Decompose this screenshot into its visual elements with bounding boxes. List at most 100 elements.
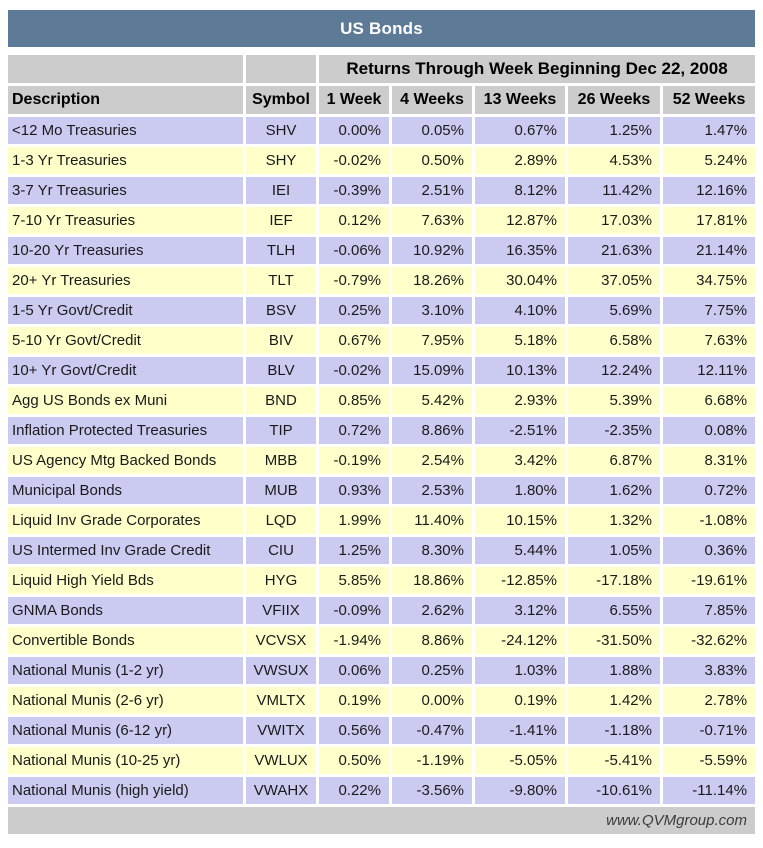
return-value-cell: -5.05%	[475, 747, 565, 774]
return-value-cell: 5.18%	[475, 327, 565, 354]
symbol-cell: LQD	[246, 507, 316, 534]
return-value-cell: 18.26%	[392, 267, 472, 294]
symbol-cell: VFIIX	[246, 597, 316, 624]
return-value-cell: -0.02%	[319, 357, 389, 384]
return-value-cell: 1.99%	[319, 507, 389, 534]
symbol-cell: BLV	[246, 357, 316, 384]
return-value-cell: 37.05%	[568, 267, 660, 294]
return-value-cell: 10.13%	[475, 357, 565, 384]
symbol-cell: TLT	[246, 267, 316, 294]
description-cell: 1-5 Yr Govt/Credit	[8, 297, 243, 324]
return-value-cell: 0.19%	[319, 687, 389, 714]
return-value-cell: 1.32%	[568, 507, 660, 534]
page: US Bonds Returns Through Week Beginning …	[0, 10, 763, 834]
return-value-cell: -31.50%	[568, 627, 660, 654]
return-value-cell: -2.35%	[568, 417, 660, 444]
return-value-cell: -32.62%	[663, 627, 756, 654]
table-row: 1-5 Yr Govt/Credit BSV 0.25% 3.10% 4.10% 5.69…	[8, 297, 756, 324]
return-value-cell: 8.86%	[392, 627, 472, 654]
return-value-cell: -0.71%	[663, 717, 756, 744]
symbol-cell: IEI	[246, 177, 316, 204]
return-value-cell: 16.35%	[475, 237, 565, 264]
return-value-cell: -0.79%	[319, 267, 389, 294]
table-row: Agg US Bonds ex Muni BND 0.85% 5.42% 2.93% 5.…	[8, 387, 756, 414]
return-value-cell: 18.86%	[392, 567, 472, 594]
symbol-cell: VWSUX	[246, 657, 316, 684]
description-cell: 1-3 Yr Treasuries	[8, 147, 243, 174]
return-value-cell: 6.58%	[568, 327, 660, 354]
return-value-cell: 10.15%	[475, 507, 565, 534]
table-row: Municipal Bonds MUB 0.93% 2.53% 1.80% 1.62% 0.…	[8, 477, 756, 504]
return-value-cell: -5.41%	[568, 747, 660, 774]
description-cell: 3-7 Yr Treasuries	[8, 177, 243, 204]
return-value-cell: 7.85%	[663, 597, 756, 624]
return-value-cell: 1.03%	[475, 657, 565, 684]
return-value-cell: -1.19%	[392, 747, 472, 774]
return-value-cell: 1.80%	[475, 477, 565, 504]
table-row: National Munis (high yield) VWAHX 0.22% -3.…	[8, 777, 756, 804]
return-value-cell: 2.51%	[392, 177, 472, 204]
column-header-52-weeks: 52 Weeks	[663, 86, 756, 114]
return-value-cell: 17.03%	[568, 207, 660, 234]
table-title-bar: US Bonds	[8, 10, 755, 47]
footer-bar: www.QVMgroup.com	[8, 807, 755, 834]
return-value-cell: 5.42%	[392, 387, 472, 414]
symbol-cell: IEF	[246, 207, 316, 234]
return-value-cell: 1.47%	[663, 117, 756, 144]
table-row: 10+ Yr Govt/Credit BLV -0.02% 15.09% 10.13% 1…	[8, 357, 756, 384]
symbol-cell: MUB	[246, 477, 316, 504]
return-value-cell: 15.09%	[392, 357, 472, 384]
table-row: 7-10 Yr Treasuries IEF 0.12% 7.63% 12.87% 17.…	[8, 207, 756, 234]
description-cell: <12 Mo Treasuries	[8, 117, 243, 144]
return-value-cell: 2.62%	[392, 597, 472, 624]
description-cell: 7-10 Yr Treasuries	[8, 207, 243, 234]
symbol-cell: HYG	[246, 567, 316, 594]
table-row: 20+ Yr Treasuries TLT -0.79% 18.26% 30.04% 37…	[8, 267, 756, 294]
return-value-cell: 6.68%	[663, 387, 756, 414]
return-value-cell: -12.85%	[475, 567, 565, 594]
return-value-cell: 12.16%	[663, 177, 756, 204]
return-value-cell: 6.87%	[568, 447, 660, 474]
table-row: GNMA Bonds VFIIX -0.09% 2.62% 3.12% 6.55% 7.85…	[8, 597, 756, 624]
return-value-cell: 4.10%	[475, 297, 565, 324]
symbol-cell: MBB	[246, 447, 316, 474]
return-value-cell: 0.08%	[663, 417, 756, 444]
symbol-cell: VWAHX	[246, 777, 316, 804]
table-row: National Munis (1-2 yr) VWSUX 0.06% 0.25% 1.…	[8, 657, 756, 684]
return-value-cell: 6.55%	[568, 597, 660, 624]
return-value-cell: 1.88%	[568, 657, 660, 684]
return-value-cell: 12.11%	[663, 357, 756, 384]
return-value-cell: 8.30%	[392, 537, 472, 564]
return-value-cell: -1.41%	[475, 717, 565, 744]
return-value-cell: 0.25%	[392, 657, 472, 684]
return-value-cell: 1.62%	[568, 477, 660, 504]
description-cell: 10+ Yr Govt/Credit	[8, 357, 243, 384]
return-value-cell: 3.42%	[475, 447, 565, 474]
return-value-cell: 0.19%	[475, 687, 565, 714]
table-row: National Munis (10-25 yr) VWLUX 0.50% -1.19…	[8, 747, 756, 774]
bond-rows: <12 Mo Treasuries SHV 0.00% 0.05% 0.67% 1.25%…	[8, 117, 756, 804]
return-value-cell: 2.53%	[392, 477, 472, 504]
return-value-cell: 0.50%	[392, 147, 472, 174]
table-row: National Munis (6-12 yr) VWITX 0.56% -0.47%…	[8, 717, 756, 744]
return-value-cell: 11.42%	[568, 177, 660, 204]
return-value-cell: 0.05%	[392, 117, 472, 144]
symbol-cell: SHV	[246, 117, 316, 144]
return-value-cell: 5.39%	[568, 387, 660, 414]
return-value-cell: 0.72%	[663, 477, 756, 504]
return-value-cell: 0.12%	[319, 207, 389, 234]
symbol-cell: VWLUX	[246, 747, 316, 774]
column-header-row: Description Symbol 1 Week 4 Weeks 13 Weeks 26…	[8, 86, 756, 114]
description-cell: Convertible Bonds	[8, 627, 243, 654]
description-cell: US Agency Mtg Backed Bonds	[8, 447, 243, 474]
return-value-cell: 0.06%	[319, 657, 389, 684]
column-header-13-weeks: 13 Weeks	[475, 86, 565, 114]
return-value-cell: -10.61%	[568, 777, 660, 804]
return-value-cell: 0.85%	[319, 387, 389, 414]
table-row: US Agency Mtg Backed Bonds MBB -0.19% 2.54%…	[8, 447, 756, 474]
return-value-cell: 2.54%	[392, 447, 472, 474]
return-value-cell: 12.87%	[475, 207, 565, 234]
return-value-cell: -24.12%	[475, 627, 565, 654]
return-value-cell: 2.89%	[475, 147, 565, 174]
description-cell: National Munis (1-2 yr)	[8, 657, 243, 684]
